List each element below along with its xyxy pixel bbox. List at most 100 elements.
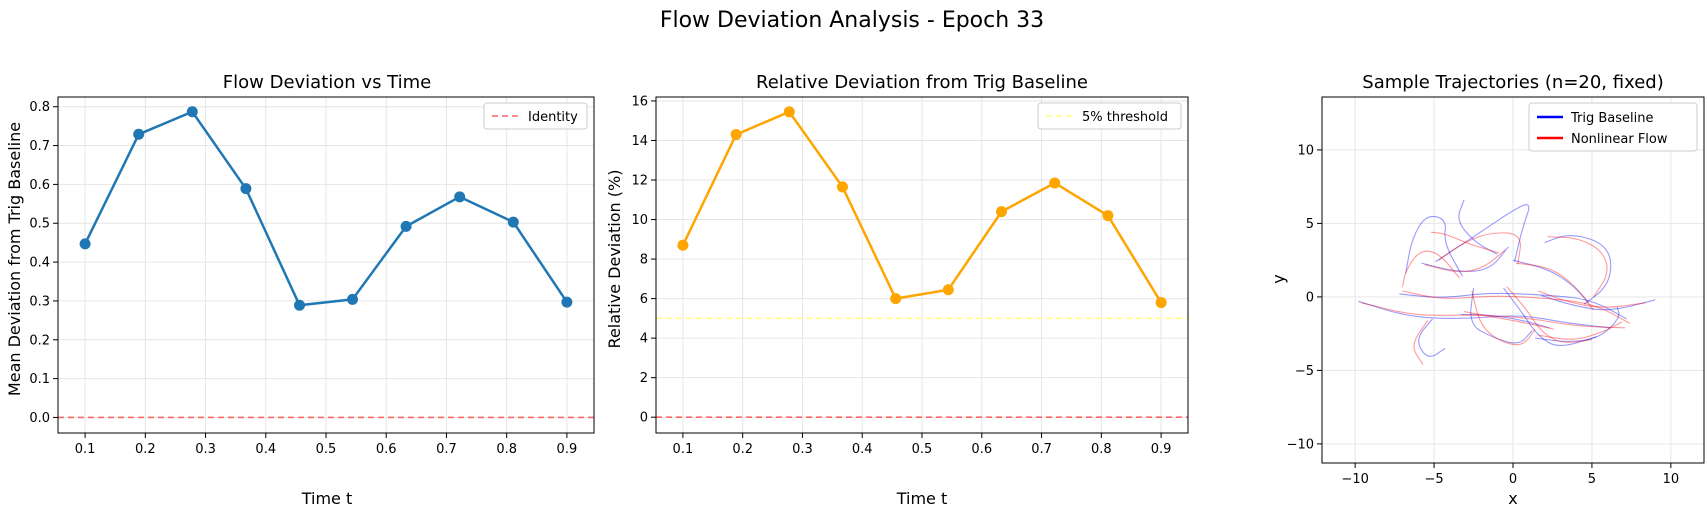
data-point (996, 206, 1008, 218)
x-tick-label: 0.9 (1151, 442, 1172, 457)
data-point (240, 183, 252, 195)
x-tick-label: 0.2 (135, 442, 156, 457)
x-tick-label: 0.9 (557, 442, 578, 457)
nonlinear-flow-trajectory (1413, 320, 1429, 365)
x-tick-label: 0 (1509, 472, 1517, 487)
trig-baseline-trajectory (1470, 288, 1533, 344)
series-line (681, 110, 1163, 304)
x-tick-label: 0.7 (436, 442, 457, 457)
data-point (1102, 210, 1114, 222)
x-tick-label: −10 (1341, 472, 1368, 487)
y-tick-label: 4 (640, 332, 648, 347)
trig-baseline-trajectory (1458, 199, 1498, 255)
x-tick-label: 0.5 (912, 442, 933, 457)
data-point (1049, 177, 1061, 189)
nonlinear-flow-trajectory (1402, 290, 1631, 324)
nonlinear-flow-trajectory (1506, 286, 1593, 343)
data-point (79, 238, 91, 250)
nonlinear-flow-trajectory (1463, 311, 1555, 330)
data-point (507, 216, 519, 228)
x-axis-label: Time t (301, 489, 353, 508)
trig-baseline-trajectory (1541, 294, 1656, 311)
legend-box (1528, 102, 1698, 152)
y-tick-label: 0.0 (29, 411, 50, 426)
data-point (294, 299, 306, 311)
data-point (836, 181, 848, 193)
axes-frame (655, 96, 1189, 434)
y-tick-label: −5 (1295, 364, 1314, 379)
y-tick-label: 0.3 (29, 294, 50, 309)
relative-deviation-chart: Relative Deviation from Trig Baseline Ti… (605, 72, 1189, 508)
x-tick-label: 0.3 (195, 442, 216, 457)
x-tick-label: 10 (1663, 472, 1680, 487)
y-tick-label: 0.6 (29, 178, 50, 193)
nonlinear-flow-trajectory (1438, 232, 1521, 265)
series-line (83, 110, 568, 307)
trig-baseline-trajectory (1535, 307, 1620, 342)
data-point (783, 106, 795, 118)
y-tick-label: 0.5 (29, 217, 50, 232)
x-tick-label: 0.4 (852, 442, 873, 457)
grid (656, 97, 1188, 433)
nonlinear-flow-trajectory (1361, 302, 1626, 329)
y-tick-label: 0.1 (29, 372, 50, 387)
axes-frame (1321, 96, 1705, 464)
y-tick-label: −10 (1287, 437, 1314, 452)
trig-baseline-trajectory (1399, 292, 1627, 320)
data-point (1155, 297, 1167, 309)
y-tick-label: 0.8 (29, 100, 50, 115)
data-point (133, 128, 145, 140)
y-tick-label: 0.2 (29, 333, 50, 348)
nonlinear-flow-trajectory (1538, 321, 1623, 340)
x-tick-label: 0.1 (673, 442, 694, 457)
y-tick-label: 14 (631, 134, 648, 149)
data-point (186, 106, 198, 118)
data-point (890, 293, 902, 305)
nonlinear-flow-trajectory (1430, 231, 1499, 254)
legend-label: 5% threshold (1082, 110, 1168, 125)
trig-baseline-trajectory (1544, 235, 1612, 305)
data-point (677, 239, 689, 251)
y-tick-label: 5 (1306, 217, 1314, 232)
x-tick-label: 0.3 (792, 442, 813, 457)
x-tick-label: 0.4 (255, 442, 276, 457)
y-tick-label: 0 (640, 411, 648, 426)
y-tick-label: 12 (631, 174, 648, 189)
chart-title: Flow Deviation vs Time (223, 72, 431, 93)
y-tick-label: 16 (631, 94, 648, 109)
x-axis-label: Time t (896, 489, 948, 508)
trig-baseline-trajectory (1418, 318, 1446, 357)
trig-baseline-trajectory (1421, 246, 1509, 272)
x-tick-label: 0.8 (1091, 442, 1112, 457)
x-tick-label: 0.7 (1031, 442, 1052, 457)
x-tick-label: 0.5 (316, 442, 337, 457)
legend-box (483, 102, 588, 130)
data-point (454, 191, 466, 203)
trig-baseline-trajectory (1512, 259, 1590, 304)
x-axis-label: x (1508, 489, 1517, 508)
y-axis-label: Mean Deviation from Trig Baseline (5, 122, 24, 396)
legend-label: Nonlinear Flow (1571, 132, 1668, 147)
x-tick-label: 0.8 (496, 442, 517, 457)
y-tick-label: 10 (1297, 143, 1314, 158)
y-tick-label: 2 (640, 371, 648, 386)
y-tick-label: 10 (631, 213, 648, 228)
legend-label: Identity (528, 110, 578, 125)
nonlinear-flow-trajectory (1471, 290, 1536, 346)
data-point (400, 220, 412, 232)
trig-baseline-trajectory (1503, 287, 1597, 346)
deviation-vs-time-chart: Flow Deviation vs Time Time t Mean Devia… (5, 72, 595, 508)
data-point (942, 284, 954, 296)
x-tick-label: 5 (1588, 472, 1596, 487)
legend-box (1037, 102, 1182, 130)
y-tick-label: 0.4 (29, 256, 50, 271)
trig-baseline-trajectory (1405, 215, 1463, 277)
y-tick-label: 8 (640, 253, 648, 268)
nonlinear-flow-trajectory (1424, 249, 1506, 273)
y-tick-label: 0.7 (29, 139, 50, 154)
legend-label: Trig Baseline (1570, 111, 1654, 126)
nonlinear-flow-trajectory (1538, 290, 1646, 308)
grid (1322, 97, 1704, 463)
figure-title: Flow Deviation Analysis - Epoch 33 (660, 8, 1044, 33)
axes-frame (57, 96, 595, 434)
